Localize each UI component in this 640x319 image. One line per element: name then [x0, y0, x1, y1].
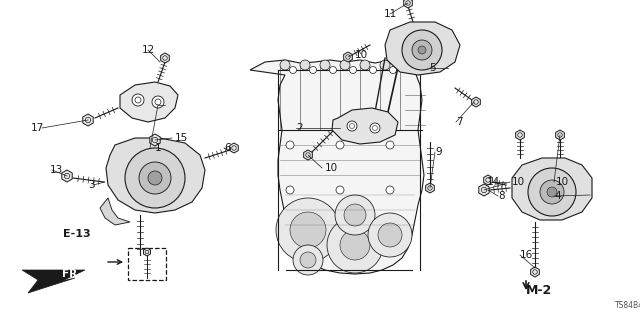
Text: 4: 4	[554, 191, 561, 201]
Polygon shape	[512, 158, 592, 220]
Text: 8: 8	[498, 191, 504, 201]
Circle shape	[320, 60, 330, 70]
Circle shape	[336, 141, 344, 149]
Polygon shape	[516, 130, 524, 140]
Text: 17: 17	[31, 123, 44, 133]
Polygon shape	[100, 198, 130, 225]
Circle shape	[289, 66, 296, 73]
Circle shape	[276, 198, 340, 262]
Polygon shape	[332, 108, 398, 144]
Circle shape	[290, 212, 326, 248]
Polygon shape	[472, 97, 481, 107]
Circle shape	[390, 66, 397, 73]
Polygon shape	[404, 0, 412, 8]
Circle shape	[139, 162, 171, 194]
Text: 10: 10	[556, 177, 569, 187]
Circle shape	[330, 66, 337, 73]
Circle shape	[310, 66, 317, 73]
Circle shape	[347, 121, 357, 131]
Polygon shape	[150, 134, 160, 146]
Circle shape	[368, 213, 412, 257]
Circle shape	[380, 60, 390, 70]
Circle shape	[300, 60, 310, 70]
Text: 10: 10	[512, 177, 525, 187]
Text: 14: 14	[487, 177, 500, 187]
Circle shape	[378, 223, 402, 247]
Text: 1: 1	[155, 143, 162, 153]
Circle shape	[340, 60, 350, 70]
Circle shape	[286, 141, 294, 149]
Bar	[128, 248, 166, 280]
Text: 7: 7	[456, 117, 463, 127]
Text: 12: 12	[141, 45, 155, 55]
Text: E-13: E-13	[63, 229, 91, 239]
Circle shape	[360, 60, 370, 70]
Text: 11: 11	[383, 9, 397, 19]
Polygon shape	[143, 248, 150, 256]
Circle shape	[547, 187, 557, 197]
Text: 16: 16	[520, 250, 533, 260]
Circle shape	[412, 40, 432, 60]
Circle shape	[370, 123, 380, 133]
Circle shape	[386, 186, 394, 194]
Polygon shape	[22, 270, 85, 293]
Circle shape	[286, 186, 294, 194]
Circle shape	[528, 168, 576, 216]
Text: 5: 5	[429, 63, 436, 73]
Circle shape	[540, 180, 564, 204]
Circle shape	[293, 245, 323, 275]
Polygon shape	[62, 170, 72, 182]
Polygon shape	[161, 53, 170, 63]
Polygon shape	[484, 175, 492, 185]
Circle shape	[369, 66, 376, 73]
Text: 15: 15	[175, 133, 188, 143]
Circle shape	[400, 60, 410, 70]
Circle shape	[344, 204, 366, 226]
Circle shape	[148, 171, 162, 185]
Circle shape	[152, 96, 164, 108]
Text: 10: 10	[355, 50, 368, 60]
Text: 2: 2	[296, 123, 303, 133]
Polygon shape	[106, 138, 205, 213]
Circle shape	[125, 148, 185, 208]
Polygon shape	[385, 22, 460, 75]
Polygon shape	[479, 184, 489, 196]
Text: 6: 6	[224, 143, 230, 153]
Circle shape	[280, 60, 290, 70]
Polygon shape	[531, 267, 540, 277]
Text: 13: 13	[50, 165, 63, 175]
Circle shape	[386, 141, 394, 149]
Circle shape	[406, 66, 413, 73]
Circle shape	[132, 94, 144, 106]
Circle shape	[327, 217, 383, 273]
Polygon shape	[344, 52, 353, 62]
Circle shape	[418, 46, 426, 54]
Polygon shape	[556, 130, 564, 140]
Circle shape	[340, 230, 370, 260]
Circle shape	[336, 186, 344, 194]
Polygon shape	[230, 143, 238, 153]
Text: 10: 10	[325, 163, 338, 173]
Circle shape	[402, 30, 442, 70]
Circle shape	[335, 195, 375, 235]
Polygon shape	[83, 114, 93, 126]
Polygon shape	[303, 150, 312, 160]
Polygon shape	[426, 183, 435, 193]
Circle shape	[300, 252, 316, 268]
Text: FR.: FR.	[62, 269, 81, 279]
Text: M-2: M-2	[526, 284, 552, 296]
Circle shape	[349, 66, 356, 73]
Text: TS84B4700: TS84B4700	[615, 301, 640, 310]
Text: 3: 3	[88, 180, 95, 190]
Polygon shape	[120, 82, 178, 122]
Polygon shape	[250, 60, 424, 274]
Text: 9: 9	[435, 147, 442, 157]
